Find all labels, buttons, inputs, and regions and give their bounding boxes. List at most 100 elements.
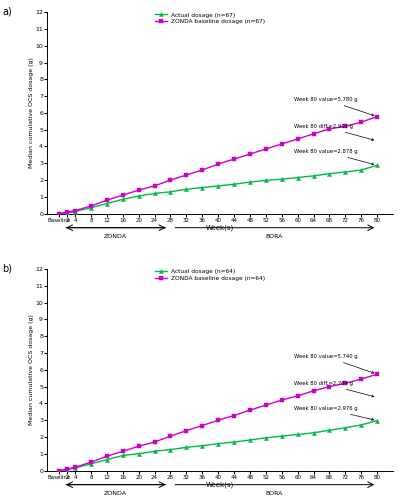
ZONDA baseline dosage (n=64) — [295, 393, 300, 399]
Actual dosage (n=67) — [327, 170, 332, 176]
ZONDA baseline dosage (n=67) — [152, 183, 157, 189]
ZONDA baseline dosage (n=64) — [248, 407, 252, 413]
ZONDA baseline dosage (n=67) — [311, 131, 316, 137]
ZONDA baseline dosage (n=67) — [136, 187, 141, 193]
Actual dosage (n=67) — [73, 208, 78, 214]
ZONDA baseline dosage (n=67) — [73, 208, 78, 214]
ZONDA baseline dosage (n=64) — [120, 448, 125, 454]
Actual dosage (n=64) — [279, 433, 284, 439]
Actual dosage (n=64) — [73, 465, 78, 471]
ZONDA baseline dosage (n=64) — [104, 454, 109, 460]
ZONDA baseline dosage (n=67) — [57, 210, 62, 216]
ZONDA baseline dosage (n=67) — [279, 141, 284, 147]
Line: Actual dosage (n=67): Actual dosage (n=67) — [57, 163, 379, 216]
Actual dosage (n=67) — [57, 210, 62, 216]
ZONDA baseline dosage (n=67) — [216, 161, 220, 167]
ZONDA baseline dosage (n=67) — [375, 114, 380, 119]
Actual dosage (n=67) — [184, 186, 189, 192]
ZONDA baseline dosage (n=67) — [184, 172, 189, 178]
Actual dosage (n=67) — [200, 184, 205, 190]
Actual dosage (n=64) — [343, 425, 348, 431]
Actual dosage (n=67) — [359, 167, 364, 173]
Actual dosage (n=67) — [168, 189, 173, 195]
Y-axis label: Median cumulative OCS dosage (g): Median cumulative OCS dosage (g) — [29, 314, 34, 426]
ZONDA baseline dosage (n=67) — [327, 126, 332, 132]
Legend: Actual dosage (n=67), ZONDA baseline dosage (n=67): Actual dosage (n=67), ZONDA baseline dos… — [154, 11, 267, 26]
ZONDA baseline dosage (n=64) — [168, 433, 173, 439]
ZONDA baseline dosage (n=67) — [248, 151, 252, 157]
Text: Week 80 value=2.878 g: Week 80 value=2.878 g — [294, 149, 374, 165]
ZONDA baseline dosage (n=64) — [152, 439, 157, 445]
Actual dosage (n=67) — [375, 162, 380, 168]
Text: Week 80 diff.=2.902 g: Week 80 diff.=2.902 g — [294, 124, 374, 140]
Actual dosage (n=64) — [65, 466, 70, 472]
Text: Week 80 diff.=2.764 g: Week 80 diff.=2.764 g — [294, 381, 374, 397]
ZONDA baseline dosage (n=67) — [264, 146, 268, 152]
Actual dosage (n=64) — [57, 468, 62, 473]
Text: Week 80 value=5.780 g: Week 80 value=5.780 g — [294, 97, 374, 116]
Line: Actual dosage (n=64): Actual dosage (n=64) — [57, 418, 379, 472]
Actual dosage (n=64) — [200, 442, 205, 448]
ZONDA baseline dosage (n=67) — [104, 197, 109, 203]
ZONDA baseline dosage (n=64) — [327, 384, 332, 390]
X-axis label: Week(s): Week(s) — [206, 224, 234, 230]
ZONDA baseline dosage (n=67) — [65, 210, 70, 216]
ZONDA baseline dosage (n=64) — [88, 459, 93, 465]
Actual dosage (n=64) — [311, 430, 316, 436]
Actual dosage (n=64) — [359, 422, 364, 428]
Actual dosage (n=67) — [65, 210, 70, 216]
ZONDA baseline dosage (n=67) — [359, 119, 364, 125]
Actual dosage (n=67) — [136, 193, 141, 199]
ZONDA baseline dosage (n=67) — [295, 136, 300, 142]
Actual dosage (n=64) — [88, 461, 93, 467]
Actual dosage (n=67) — [120, 196, 125, 202]
X-axis label: Week(s): Week(s) — [206, 481, 234, 488]
ZONDA baseline dosage (n=64) — [264, 402, 268, 408]
ZONDA baseline dosage (n=64) — [184, 428, 189, 434]
ZONDA baseline dosage (n=64) — [57, 468, 62, 473]
Actual dosage (n=64) — [216, 440, 220, 446]
ZONDA baseline dosage (n=64) — [136, 443, 141, 449]
Actual dosage (n=67) — [216, 183, 220, 189]
Y-axis label: Median cumulative OCS dosage (g): Median cumulative OCS dosage (g) — [29, 58, 34, 168]
Actual dosage (n=64) — [295, 432, 300, 438]
Text: Week 80 value=5.740 g: Week 80 value=5.740 g — [294, 354, 374, 374]
Actual dosage (n=64) — [248, 437, 252, 443]
ZONDA baseline dosage (n=67) — [120, 192, 125, 198]
ZONDA baseline dosage (n=67) — [200, 167, 205, 173]
Text: a): a) — [2, 6, 12, 16]
ZONDA baseline dosage (n=64) — [311, 388, 316, 394]
Actual dosage (n=64) — [232, 439, 236, 445]
Actual dosage (n=67) — [311, 173, 316, 179]
Actual dosage (n=64) — [375, 418, 380, 424]
ZONDA baseline dosage (n=64) — [65, 466, 70, 472]
Text: ZONDA: ZONDA — [103, 490, 126, 496]
Actual dosage (n=64) — [136, 451, 141, 457]
Text: BORA: BORA — [265, 234, 282, 239]
Text: BORA: BORA — [265, 490, 282, 496]
ZONDA baseline dosage (n=67) — [168, 177, 173, 183]
ZONDA baseline dosage (n=64) — [216, 417, 220, 423]
Text: ZONDA: ZONDA — [103, 234, 126, 239]
Actual dosage (n=67) — [343, 169, 348, 175]
Actual dosage (n=64) — [264, 435, 268, 441]
Line: ZONDA baseline dosage (n=67): ZONDA baseline dosage (n=67) — [57, 114, 379, 216]
ZONDA baseline dosage (n=67) — [88, 203, 93, 209]
Actual dosage (n=67) — [104, 200, 109, 206]
ZONDA baseline dosage (n=67) — [343, 124, 348, 130]
Text: Week 80 value=2.976 g: Week 80 value=2.976 g — [294, 406, 374, 420]
Actual dosage (n=67) — [264, 178, 268, 184]
Actual dosage (n=67) — [152, 190, 157, 196]
Actual dosage (n=64) — [120, 452, 125, 458]
Actual dosage (n=67) — [295, 174, 300, 180]
Actual dosage (n=67) — [248, 179, 252, 185]
ZONDA baseline dosage (n=64) — [200, 422, 205, 428]
Actual dosage (n=64) — [327, 428, 332, 434]
Actual dosage (n=67) — [279, 176, 284, 182]
Actual dosage (n=64) — [184, 444, 189, 450]
ZONDA baseline dosage (n=64) — [232, 412, 236, 418]
ZONDA baseline dosage (n=64) — [73, 464, 78, 470]
Legend: Actual dosage (n=64), ZONDA baseline dosage (n=64): Actual dosage (n=64), ZONDA baseline dos… — [154, 268, 267, 282]
Actual dosage (n=64) — [104, 456, 109, 462]
ZONDA baseline dosage (n=64) — [359, 376, 364, 382]
